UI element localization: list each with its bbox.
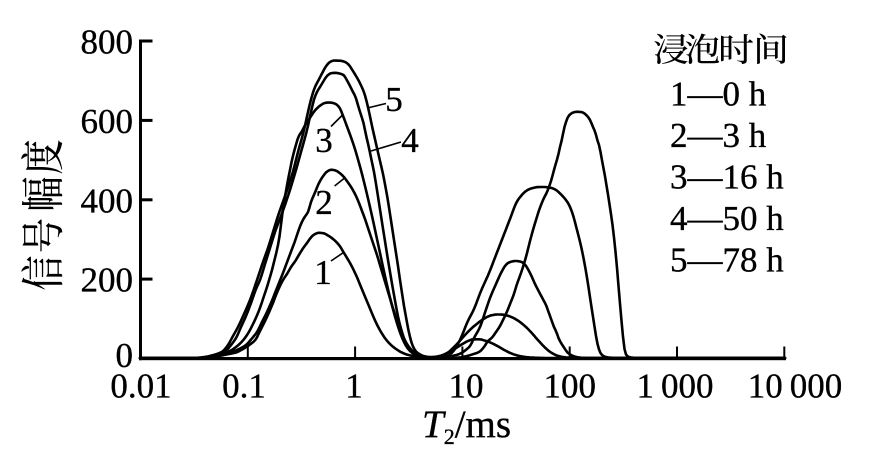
svg-text:4: 4 [401,121,419,160]
svg-text:0.1: 0.1 [222,367,266,406]
svg-text:800: 800 [81,23,134,62]
svg-text:3: 3 [315,121,333,160]
svg-text:1: 1 [314,253,332,292]
svg-text:0: 0 [116,336,134,375]
svg-text:10 000: 10 000 [748,367,843,406]
svg-text:5—78 h: 5—78 h [670,241,784,280]
svg-text:1—0 h: 1—0 h [670,75,767,114]
svg-text:4—50 h: 4—50 h [670,199,784,238]
svg-text:1: 1 [345,367,363,406]
svg-text:3—16 h: 3—16 h [670,158,784,197]
svg-text:10: 10 [449,367,484,406]
svg-text:0.01: 0.01 [110,367,171,406]
svg-text:2: 2 [315,183,333,222]
svg-text:5: 5 [385,80,403,119]
svg-text:100: 100 [543,367,596,406]
svg-text:T2/ms: T2/ms [422,403,511,449]
svg-text:1 000: 1 000 [636,367,713,406]
svg-text:400: 400 [81,181,134,220]
svg-text:600: 600 [81,102,134,141]
svg-text:200: 200 [81,261,134,300]
svg-text:2—3 h: 2—3 h [670,116,767,155]
